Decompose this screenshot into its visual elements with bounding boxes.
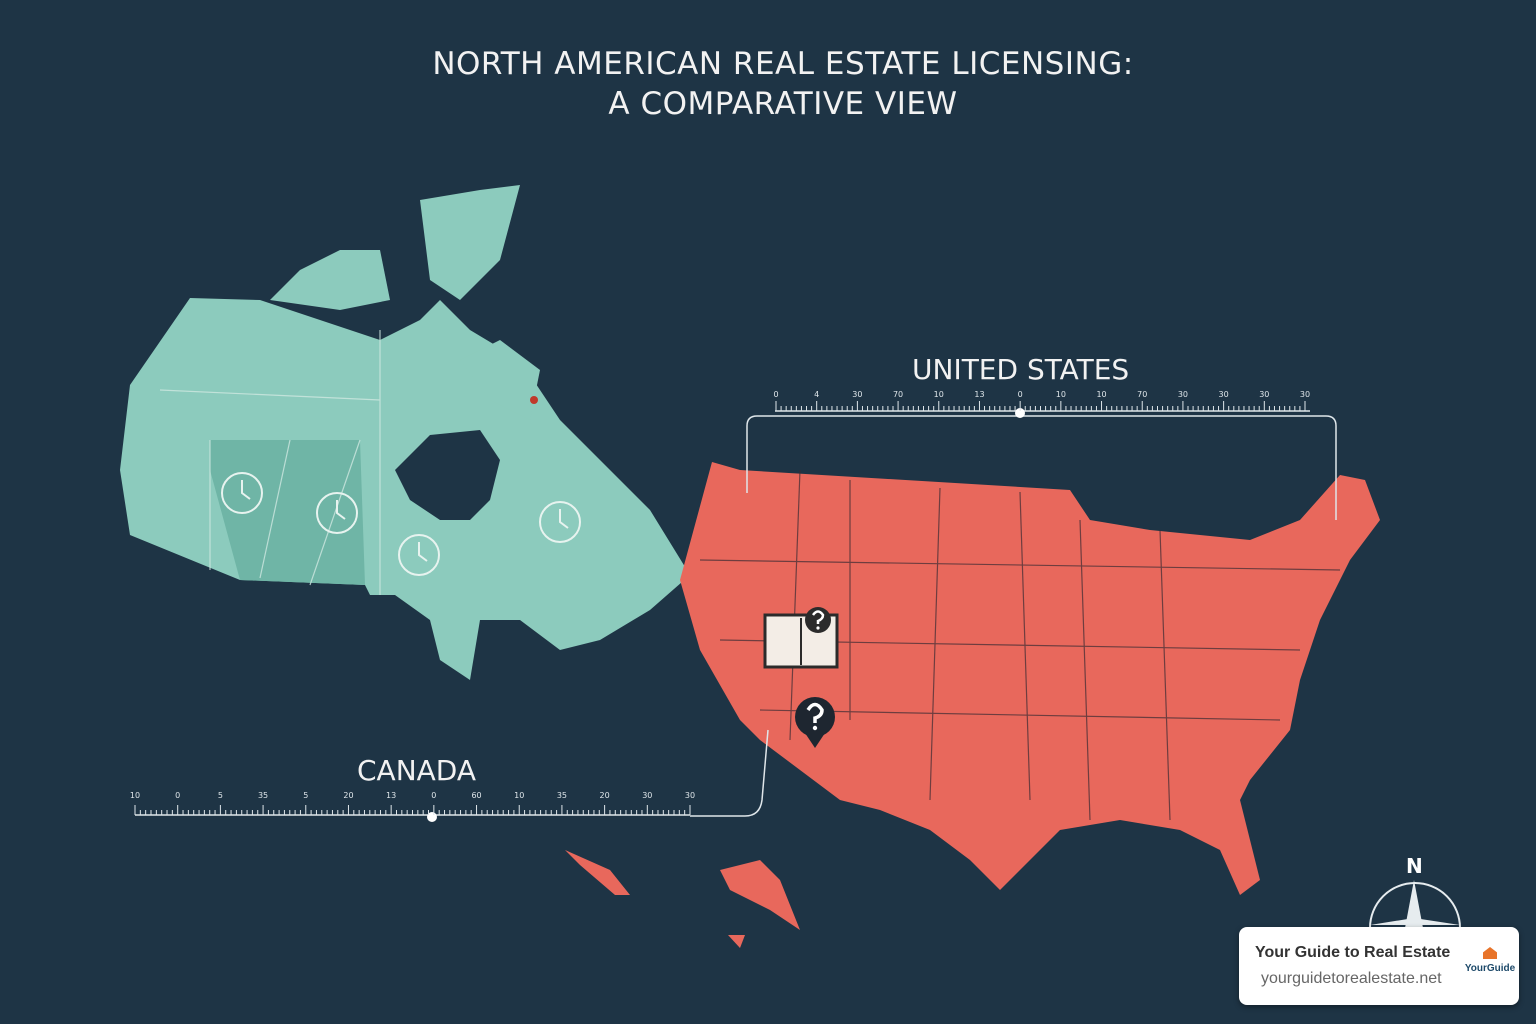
scale-tick-label: 70 [1137,390,1147,399]
scale-tick-label: 10 [934,390,944,399]
us-label: UNITED STATES [912,353,1130,386]
clock-icons [221,472,581,576]
scale-tick-label: 5 [218,791,223,800]
scale-tick-label: 35 [557,791,567,800]
scale-tick-label: 10 [1096,390,1106,399]
scale-tick-label: 70 [893,390,903,399]
question-pin-icon [795,697,835,748]
scale-tick-label: 60 [471,791,481,800]
clock-icon [539,501,581,543]
scale-tick-label: 20 [600,791,610,800]
scale-tick-label: 30 [685,791,695,800]
scale-tick-label: 13 [386,791,396,800]
canada-label: CANADA [357,754,477,787]
united-states-shape [565,462,1380,948]
scale-tick-label: 30 [1219,390,1229,399]
scale-tick-label: 30 [1178,390,1188,399]
scale-tick-label: 13 [974,390,984,399]
scale-tick-label: 0 [1018,390,1023,399]
scale-tick-label: 30 [852,390,862,399]
scale-tick-label: 10 [130,791,140,800]
page-title: NORTH AMERICAN REAL ESTATE LICENSING: A … [0,44,1536,124]
canada-scale-labels: 10 0 5 35 5 20 13 0 60 10 35 20 30 30 [130,791,695,800]
badge-title: Your Guide to Real Estate [1255,944,1451,961]
scale-tick-label: 30 [1259,390,1269,399]
title-line-2: A COMPARATIVE VIEW [608,86,958,122]
scale-tick-label: 30 [1300,390,1310,399]
clock-icon [221,472,263,514]
scale-tick-label: 10 [514,791,524,800]
scale-tick-label: 0 [773,390,778,399]
us-scale-bar [746,410,1337,520]
scale-tick-label: 0 [175,791,180,800]
canada-shape [120,185,690,680]
scale-tick-label: 4 [814,390,819,399]
badge-url[interactable]: yourguidetorealestate.net [1261,970,1442,987]
scale-tick-label: 10 [1056,390,1066,399]
book-question-icon [763,607,839,669]
brand-logo: YourGuide [1463,941,1517,991]
scale-tick-label: 0 [431,791,436,800]
house-icon [1483,947,1497,959]
compass-icon [1369,880,1461,929]
scale-minor-ticks [134,401,1306,815]
scale-tick-label: 20 [343,791,353,800]
title-line-1: NORTH AMERICAN REAL ESTATE LICENSING: [432,46,1134,82]
scale-tick-label: 5 [303,791,308,800]
logo-text: YourGuide [1464,963,1516,974]
clock-icon [316,492,358,534]
scale-tick-label: 30 [642,791,652,800]
source-badge[interactable]: Your Guide to Real Estate yourguidetorea… [1239,927,1519,1005]
scale-tick-label: 35 [258,791,268,800]
us-scale-labels: 0 4 30 70 10 13 0 10 10 70 30 30 30 30 [773,390,1310,399]
compass-north-label: N [1406,854,1423,878]
clock-icon [398,534,440,576]
